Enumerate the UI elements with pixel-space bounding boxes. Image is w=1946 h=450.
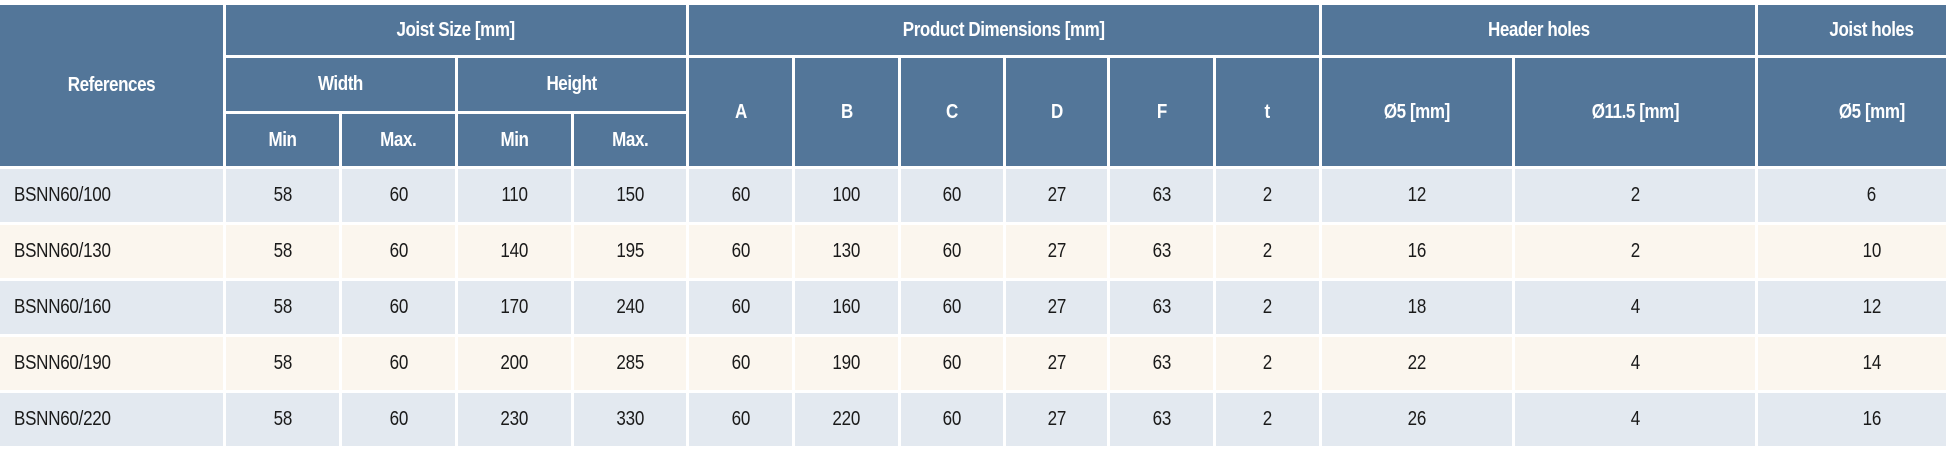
value-cell: 60 <box>342 281 455 334</box>
header-header-d11-5: Ø11.5 [mm] <box>1515 58 1756 166</box>
value-cell: 110 <box>458 169 571 222</box>
value-cell: 63 <box>1110 225 1214 278</box>
table-row: BSNN60/130 58 60 140 195 60 130 60 27 63 2 16 2 10 <box>0 225 1946 278</box>
header-references: References <box>0 5 223 166</box>
value-cell: 2 <box>1216 169 1320 222</box>
table-row: BSNN60/220 58 60 230 330 60 220 60 27 63 2 26 4 16 <box>0 393 1946 446</box>
header-width: Width <box>226 58 455 111</box>
value-cell: 240 <box>574 281 687 334</box>
value-cell: 200 <box>458 337 571 390</box>
value-cell: 27 <box>1006 281 1108 334</box>
reference-cell: BSNN60/130 <box>0 225 223 278</box>
value-cell: 12 <box>1758 281 1946 334</box>
value-cell: 6 <box>1758 169 1946 222</box>
value-cell: 60 <box>689 337 793 390</box>
value-cell: 150 <box>574 169 687 222</box>
header-dim-d: D <box>1006 58 1108 166</box>
value-cell: 63 <box>1110 337 1214 390</box>
value-cell: 4 <box>1515 393 1756 446</box>
value-cell: 195 <box>574 225 687 278</box>
reference-cell: BSNN60/160 <box>0 281 223 334</box>
value-cell: 27 <box>1006 169 1108 222</box>
value-cell: 58 <box>226 281 339 334</box>
value-cell: 60 <box>901 225 1004 278</box>
value-cell: 58 <box>226 393 339 446</box>
value-cell: 60 <box>342 337 455 390</box>
value-cell: 160 <box>795 281 899 334</box>
header-width-min: Min <box>226 114 339 166</box>
value-cell: 4 <box>1515 337 1756 390</box>
value-cell: 2 <box>1515 169 1756 222</box>
value-cell: 14 <box>1758 337 1946 390</box>
table-row: BSNN60/160 58 60 170 240 60 160 60 27 63 2 18 4 12 <box>0 281 1946 334</box>
value-cell: 2 <box>1216 225 1320 278</box>
value-cell: 2 <box>1216 337 1320 390</box>
value-cell: 100 <box>795 169 899 222</box>
value-cell: 60 <box>689 225 793 278</box>
value-cell: 16 <box>1758 393 1946 446</box>
value-cell: 330 <box>574 393 687 446</box>
value-cell: 58 <box>226 225 339 278</box>
value-cell: 60 <box>342 393 455 446</box>
header-product-dimensions: Product Dimensions [mm] <box>689 5 1320 55</box>
value-cell: 60 <box>901 337 1004 390</box>
table-row: BSNN60/190 58 60 200 285 60 190 60 27 63 2 22 4 14 <box>0 337 1946 390</box>
value-cell: 63 <box>1110 393 1214 446</box>
header-joist-size: Joist Size [mm] <box>226 5 687 55</box>
value-cell: 12 <box>1322 169 1513 222</box>
table-row: BSNN60/100 58 60 110 150 60 100 60 27 63 2 12 2 6 <box>0 169 1946 222</box>
reference-cell: BSNN60/190 <box>0 337 223 390</box>
value-cell: 63 <box>1110 281 1214 334</box>
value-cell: 10 <box>1758 225 1946 278</box>
value-cell: 285 <box>574 337 687 390</box>
value-cell: 60 <box>689 169 793 222</box>
value-cell: 58 <box>226 169 339 222</box>
value-cell: 18 <box>1322 281 1513 334</box>
value-cell: 2 <box>1216 281 1320 334</box>
value-cell: 130 <box>795 225 899 278</box>
value-cell: 60 <box>901 169 1004 222</box>
value-cell: 190 <box>795 337 899 390</box>
value-cell: 58 <box>226 337 339 390</box>
value-cell: 60 <box>901 281 1004 334</box>
value-cell: 60 <box>689 281 793 334</box>
value-cell: 220 <box>795 393 899 446</box>
header-joist-d5: Ø5 [mm] <box>1758 58 1946 166</box>
header-dim-b: B <box>795 58 899 166</box>
value-cell: 60 <box>901 393 1004 446</box>
header-height-max: Max. <box>574 114 687 166</box>
value-cell: 26 <box>1322 393 1513 446</box>
value-cell: 63 <box>1110 169 1214 222</box>
header-dim-f: F <box>1110 58 1214 166</box>
header-height: Height <box>458 58 687 111</box>
header-joist-holes: Joist holes <box>1758 5 1946 55</box>
header-dim-a: A <box>689 58 793 166</box>
value-cell: 27 <box>1006 337 1108 390</box>
value-cell: 16 <box>1322 225 1513 278</box>
reference-cell: BSNN60/220 <box>0 393 223 446</box>
value-cell: 2 <box>1515 225 1756 278</box>
value-cell: 230 <box>458 393 571 446</box>
header-header-d5: Ø5 [mm] <box>1322 58 1513 166</box>
value-cell: 27 <box>1006 393 1108 446</box>
value-cell: 170 <box>458 281 571 334</box>
value-cell: 2 <box>1216 393 1320 446</box>
value-cell: 60 <box>342 225 455 278</box>
reference-cell: BSNN60/100 <box>0 169 223 222</box>
value-cell: 60 <box>342 169 455 222</box>
value-cell: 27 <box>1006 225 1108 278</box>
header-header-holes: Header holes <box>1322 5 1756 55</box>
value-cell: 140 <box>458 225 571 278</box>
header-dim-c: C <box>901 58 1004 166</box>
header-width-max: Max. <box>342 114 455 166</box>
header-dim-t: t <box>1216 58 1320 166</box>
value-cell: 22 <box>1322 337 1513 390</box>
header-height-min: Min <box>458 114 571 166</box>
value-cell: 60 <box>689 393 793 446</box>
value-cell: 4 <box>1515 281 1756 334</box>
